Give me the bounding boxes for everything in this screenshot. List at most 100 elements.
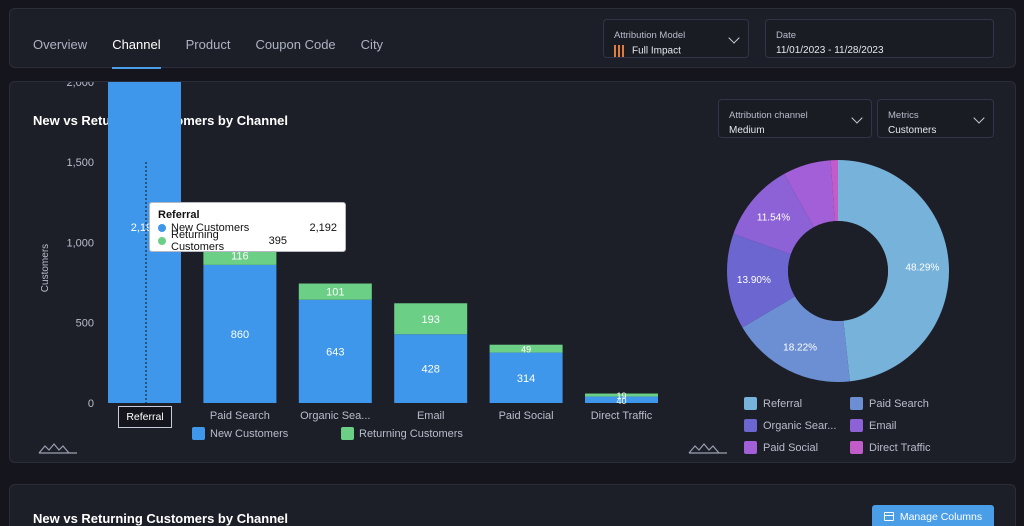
tab-product[interactable]: Product xyxy=(185,37,231,52)
bar-new-customers[interactable] xyxy=(298,299,372,403)
bar-returning-customers[interactable] xyxy=(489,344,563,353)
pie-legend-email[interactable]: Email xyxy=(850,419,897,432)
bar-data-label: 860 xyxy=(231,329,249,341)
date-range-select[interactable]: Date 11/01/2023 - 11/28/2023 xyxy=(765,19,994,58)
legend-label: New Customers xyxy=(210,427,289,440)
hover-axis-label: Referral xyxy=(118,406,172,428)
legend-label: Paid Search xyxy=(869,397,929,410)
pie-legend-paid-search[interactable]: Paid Search xyxy=(850,397,929,410)
bar-data-label: 49 xyxy=(521,345,531,355)
slice-data-label: 18.22% xyxy=(783,343,817,354)
manage-columns-label: Manage Columns xyxy=(899,511,983,523)
tooltip-row-name: New Customers xyxy=(171,221,250,234)
legend-returning-customers[interactable]: Returning Customers xyxy=(341,427,463,440)
donut-chart: 48.29% 18.22% 13.90% 11.54% xyxy=(726,160,949,382)
tab-channel[interactable]: Channel xyxy=(112,9,162,69)
tooltip-title: Referral xyxy=(158,209,200,221)
x-category-label: Paid Social xyxy=(499,410,554,422)
y-tick-label: 1,000 xyxy=(66,237,94,249)
new-customers-dot-icon xyxy=(158,223,166,232)
legend-label: Paid Social xyxy=(763,441,819,454)
bar-tooltip: Referral New Customers 2,192 Returning C… xyxy=(149,202,346,253)
tooltip-row-value: 2,192 xyxy=(309,221,337,234)
donut-slice[interactable] xyxy=(726,233,795,328)
watermark-logo-icon xyxy=(688,443,727,454)
attribution-channel-label: Attribution channel xyxy=(729,110,808,121)
y-tick-label: 500 xyxy=(76,318,94,330)
metrics-value: Customers xyxy=(888,125,937,136)
tab-city[interactable]: City xyxy=(360,37,384,52)
bar-new-customers[interactable] xyxy=(489,352,563,403)
legend-swatch-icon xyxy=(192,427,205,440)
bar-returning-customers[interactable] xyxy=(394,303,468,335)
slice-data-label: 11.54% xyxy=(757,212,790,223)
y-tick-label: 1,500 xyxy=(66,157,94,169)
y-tick-label: 0 xyxy=(88,398,94,410)
legend-label: Direct Traffic xyxy=(869,441,931,454)
legend-swatch-icon xyxy=(850,419,863,432)
donut-hole xyxy=(788,221,888,321)
metrics-select[interactable]: Metrics Customers xyxy=(877,99,994,138)
legend-swatch-icon xyxy=(850,397,863,410)
tooltip-row-value: 395 xyxy=(268,234,287,247)
donut-slice[interactable] xyxy=(830,160,838,222)
pie-legend-paid-social[interactable]: Paid Social xyxy=(744,441,818,454)
legend-swatch-icon xyxy=(850,441,863,454)
y-axis-label: Customers xyxy=(40,244,51,292)
top-filter-panel: Overview Channel Product Coupon Code Cit… xyxy=(9,8,1016,69)
bar-data-label: 19 xyxy=(616,391,626,401)
bar-data-label: 314 xyxy=(517,373,535,385)
attribution-model-label: Attribution Model xyxy=(614,30,686,41)
attribution-model-select[interactable]: Attribution Model Full Impact xyxy=(603,19,749,58)
attribution-model-value: Full Impact xyxy=(632,45,681,57)
table-title: New vs Returning Customers by Channel xyxy=(33,511,288,526)
x-category-label: Direct Traffic xyxy=(591,410,653,422)
bar-data-label: 193 xyxy=(422,314,440,326)
legend-label: Email xyxy=(869,419,897,432)
pie-legend-organic-search[interactable]: Organic Sear... xyxy=(744,419,836,432)
slice-data-label: 48.29% xyxy=(905,262,939,273)
bar-new-customers[interactable] xyxy=(394,334,468,403)
chart-panel: New vs Returning Customers by Channel At… xyxy=(9,81,1016,463)
pie-legend-direct-traffic[interactable]: Direct Traffic xyxy=(850,441,931,454)
x-category-label: Organic Sea... xyxy=(300,410,370,422)
tooltip-row-name: Returning Customers xyxy=(171,228,225,253)
legend-swatch-icon xyxy=(341,427,354,440)
attribution-channel-value: Medium xyxy=(729,125,765,136)
attribution-channel-select[interactable]: Attribution channel Medium xyxy=(718,99,872,138)
bar-new-customers[interactable] xyxy=(585,396,658,403)
legend-label: Organic Sear... xyxy=(763,419,837,432)
slice-data-label: 13.90% xyxy=(737,275,771,286)
donut-slice[interactable] xyxy=(742,296,850,382)
legend-new-customers[interactable]: New Customers xyxy=(192,427,288,440)
chevron-down-icon xyxy=(728,31,740,44)
tooltip-row: Returning Customers 395 xyxy=(158,229,337,253)
bar-data-label: 116 xyxy=(231,251,249,263)
y-tick-label: 2,000 xyxy=(66,82,94,89)
legend-label: Referral xyxy=(763,397,803,410)
legend-swatch-icon xyxy=(744,419,757,432)
tab-coupon-code[interactable]: Coupon Code xyxy=(255,37,336,52)
table-panel: New vs Returning Customers by Channel Ma… xyxy=(9,484,1016,526)
tab-overview[interactable]: Overview xyxy=(33,37,88,52)
x-category-label: Email xyxy=(417,410,445,422)
donut-slice[interactable] xyxy=(733,173,814,255)
manage-columns-button[interactable]: Manage Columns xyxy=(872,505,994,526)
bar-returning-customers[interactable] xyxy=(585,393,658,397)
legend-label: Returning Customers xyxy=(359,427,463,440)
tab-bar: Overview Channel Product Coupon Code Cit… xyxy=(33,9,408,69)
bar-data-label: 428 xyxy=(422,364,440,376)
returning-customers-dot-icon xyxy=(158,236,166,245)
full-impact-icon xyxy=(614,45,626,57)
legend-swatch-icon xyxy=(744,441,757,454)
date-value: 11/01/2023 - 11/28/2023 xyxy=(776,45,884,56)
bar-data-label: 101 xyxy=(326,287,344,299)
pie-legend-referral[interactable]: Referral xyxy=(744,397,802,410)
bar-new-customers[interactable] xyxy=(203,264,277,403)
bar-returning-customers[interactable] xyxy=(298,283,372,300)
tooltip-row: New Customers 2,192 xyxy=(158,221,337,234)
legend-swatch-icon xyxy=(744,397,757,410)
donut-slice[interactable] xyxy=(784,160,835,228)
columns-icon xyxy=(883,512,894,521)
donut-slice[interactable] xyxy=(838,160,949,382)
